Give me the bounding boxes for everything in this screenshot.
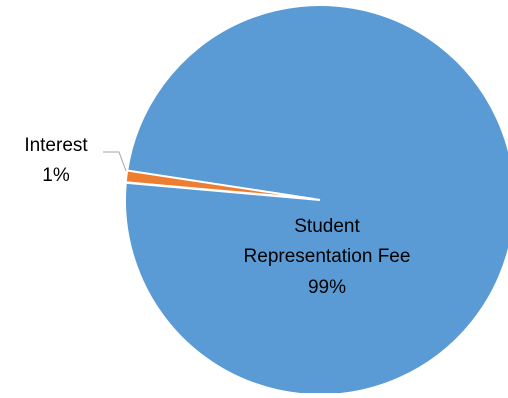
student-fee-label-line1: Student: [294, 216, 360, 237]
slice-interest: [124, 169, 315, 200]
student-fee-label-line2: Representation Fee: [244, 246, 411, 267]
interest-leader-line: [103, 151, 127, 172]
pie-slices: [124, 3, 508, 396]
slice-student-representation-fee: [124, 3, 508, 396]
interest-percent-label: 1%: [42, 165, 70, 186]
student-fee-percent-label: 99%: [308, 277, 346, 298]
interest-label: Interest: [24, 135, 88, 156]
